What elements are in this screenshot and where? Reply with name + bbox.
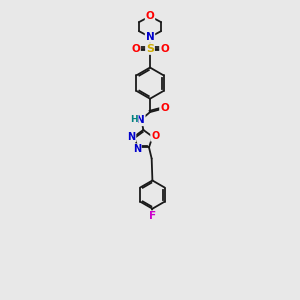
Text: N: N bbox=[146, 32, 154, 42]
Text: O: O bbox=[160, 103, 169, 113]
Text: O: O bbox=[160, 44, 169, 54]
Text: S: S bbox=[146, 44, 154, 54]
Text: N: N bbox=[136, 115, 145, 125]
Text: F: F bbox=[149, 211, 156, 221]
Text: N: N bbox=[133, 144, 141, 154]
Text: H: H bbox=[130, 115, 138, 124]
Text: N: N bbox=[128, 132, 136, 142]
Text: O: O bbox=[151, 131, 159, 141]
Text: O: O bbox=[146, 11, 154, 21]
Text: O: O bbox=[131, 44, 140, 54]
